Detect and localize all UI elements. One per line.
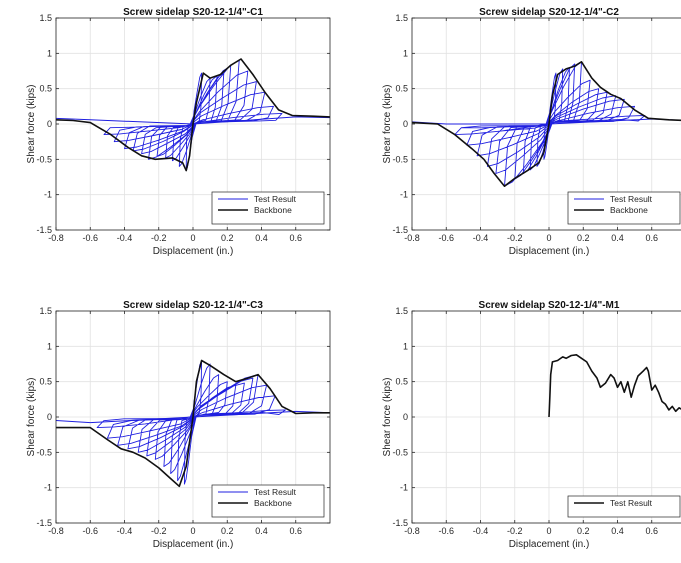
x-tick-label: -0.6 [82, 233, 98, 243]
y-tick-label: -1 [400, 190, 408, 200]
chart-title: Screw sidelap S20-12-1/4"-C2 [479, 7, 619, 18]
x-tick-label: 0.2 [577, 233, 590, 243]
y-tick-label: -1 [44, 483, 52, 493]
y-tick-label: 0 [47, 412, 52, 422]
y-tick-label: 1.5 [395, 306, 408, 316]
x-tick-label: 0.4 [255, 233, 268, 243]
legend-box [211, 191, 325, 225]
y-tick-label: 1.5 [395, 13, 408, 23]
x-axis-label: Displacement (in.) [509, 539, 590, 550]
series-test-result-line [96, 360, 286, 485]
y-tick-label: -0.5 [392, 447, 408, 457]
x-tick-label: -0.8 [404, 526, 420, 536]
x-tick-label: 0.4 [611, 233, 624, 243]
legend-label: Backbone [254, 205, 292, 215]
y-tick-label: -1 [400, 483, 408, 493]
x-tick-label: -0.6 [438, 233, 454, 243]
y-axis-label: Shear force (kips) [26, 85, 37, 164]
x-tick-label: 0.6 [645, 526, 658, 536]
y-tick-label: 0 [403, 119, 408, 129]
legend: Test Result [567, 495, 681, 518]
x-tick-label: 0 [546, 233, 551, 243]
y-tick-label: -1.5 [36, 225, 52, 235]
x-tick-label: 0 [190, 526, 195, 536]
x-tick-label: -0.2 [507, 526, 523, 536]
y-tick-label: -1.5 [36, 518, 52, 528]
y-tick-label: 1.5 [39, 306, 52, 316]
x-tick-label: -0.2 [151, 526, 167, 536]
x-tick-label: -0.8 [48, 233, 64, 243]
y-axis-label: Shear force (kips) [26, 378, 37, 457]
y-tick-label: 1 [403, 341, 408, 351]
y-tick-label: 0 [47, 119, 52, 129]
y-tick-label: -1.5 [392, 518, 408, 528]
series-test-result-line [103, 59, 283, 172]
y-tick-label: -0.5 [392, 154, 408, 164]
legend-label: Test Result [254, 487, 297, 497]
y-tick-label: -1.5 [392, 225, 408, 235]
y-tick-label: 0 [403, 412, 408, 422]
y-tick-label: 0.5 [395, 84, 408, 94]
x-tick-label: -0.4 [473, 233, 489, 243]
x-tick-label: -0.2 [151, 233, 167, 243]
y-axis-label: Shear force (kips) [382, 378, 393, 457]
legend-box [567, 191, 681, 225]
legend-label: Test Result [254, 194, 297, 204]
y-tick-label: 1 [47, 48, 52, 58]
x-tick-label: 0 [546, 526, 551, 536]
y-tick-label: 0.5 [39, 84, 52, 94]
y-tick-label: -1 [44, 190, 52, 200]
x-axis-label: Displacement (in.) [153, 539, 234, 550]
series-test-result-line [548, 354, 681, 418]
x-tick-label: 0.6 [289, 526, 302, 536]
chart-panel: -0.8 -0.6 -0.4 -0.2 0 0.2 0.4 0.6 -1.5 -1 -0.5 0 0.5… [382, 7, 681, 257]
x-tick-label: 0.4 [255, 526, 268, 536]
x-tick-label: -0.2 [507, 233, 523, 243]
series-backbone-line [56, 58, 330, 172]
y-axis-label: Shear force (kips) [382, 85, 393, 164]
y-tick-label: -0.5 [36, 447, 52, 457]
legend-box [211, 484, 325, 518]
x-axis-label: Displacement (in.) [153, 246, 234, 257]
chart-panel: -0.8 -0.6 -0.4 -0.2 0 0.2 0.4 0.6 -1.5 -1 -0.5 0 0.5… [26, 7, 331, 257]
chart-title: Screw sidelap S20-12-1/4"-C1 [123, 7, 263, 18]
x-tick-label: -0.6 [438, 526, 454, 536]
x-axis-label: Displacement (in.) [509, 246, 590, 257]
x-tick-label: -0.4 [473, 526, 489, 536]
y-tick-label: 1 [47, 341, 52, 351]
chart-title: Screw sidelap S20-12-1/4"-M1 [479, 300, 620, 311]
x-tick-label: -0.8 [48, 526, 64, 536]
chart-title: Screw sidelap S20-12-1/4"-C3 [123, 300, 263, 311]
y-tick-label: 1 [403, 48, 408, 58]
legend-box [567, 495, 681, 518]
y-tick-label: 0.5 [39, 377, 52, 387]
x-tick-label: 0.2 [577, 526, 590, 536]
y-tick-label: 0.5 [395, 377, 408, 387]
legend-label: Test Result [610, 194, 653, 204]
x-tick-label: -0.6 [82, 526, 98, 536]
y-tick-label: -0.5 [36, 154, 52, 164]
x-tick-label: -0.4 [117, 526, 133, 536]
y-tick-label: 1.5 [39, 13, 52, 23]
legend-label: Test Result [610, 498, 653, 508]
series-backbone-line [56, 359, 330, 488]
x-tick-label: 0.2 [221, 233, 234, 243]
series-test-result-line [454, 61, 646, 187]
x-tick-label: 0.6 [289, 233, 302, 243]
x-tick-label: 0.2 [221, 526, 234, 536]
legend-label: Backbone [610, 205, 648, 215]
series-backbone-line [412, 61, 681, 187]
chart-panel: -0.8 -0.6 -0.4 -0.2 0 0.2 0.4 0.6 -1.5 -1 -0.5 0 0.5… [26, 300, 331, 550]
x-tick-label: -0.8 [404, 233, 420, 243]
x-tick-label: 0 [190, 233, 195, 243]
legend-label: Backbone [254, 498, 292, 508]
x-tick-label: -0.4 [117, 233, 133, 243]
x-tick-label: 0.4 [611, 526, 624, 536]
x-tick-label: 0.6 [645, 233, 658, 243]
chart-panel: -0.8 -0.6 -0.4 -0.2 0 0.2 0.4 0.6 -1.5 -1 -0.5 0 0.5… [382, 300, 681, 550]
